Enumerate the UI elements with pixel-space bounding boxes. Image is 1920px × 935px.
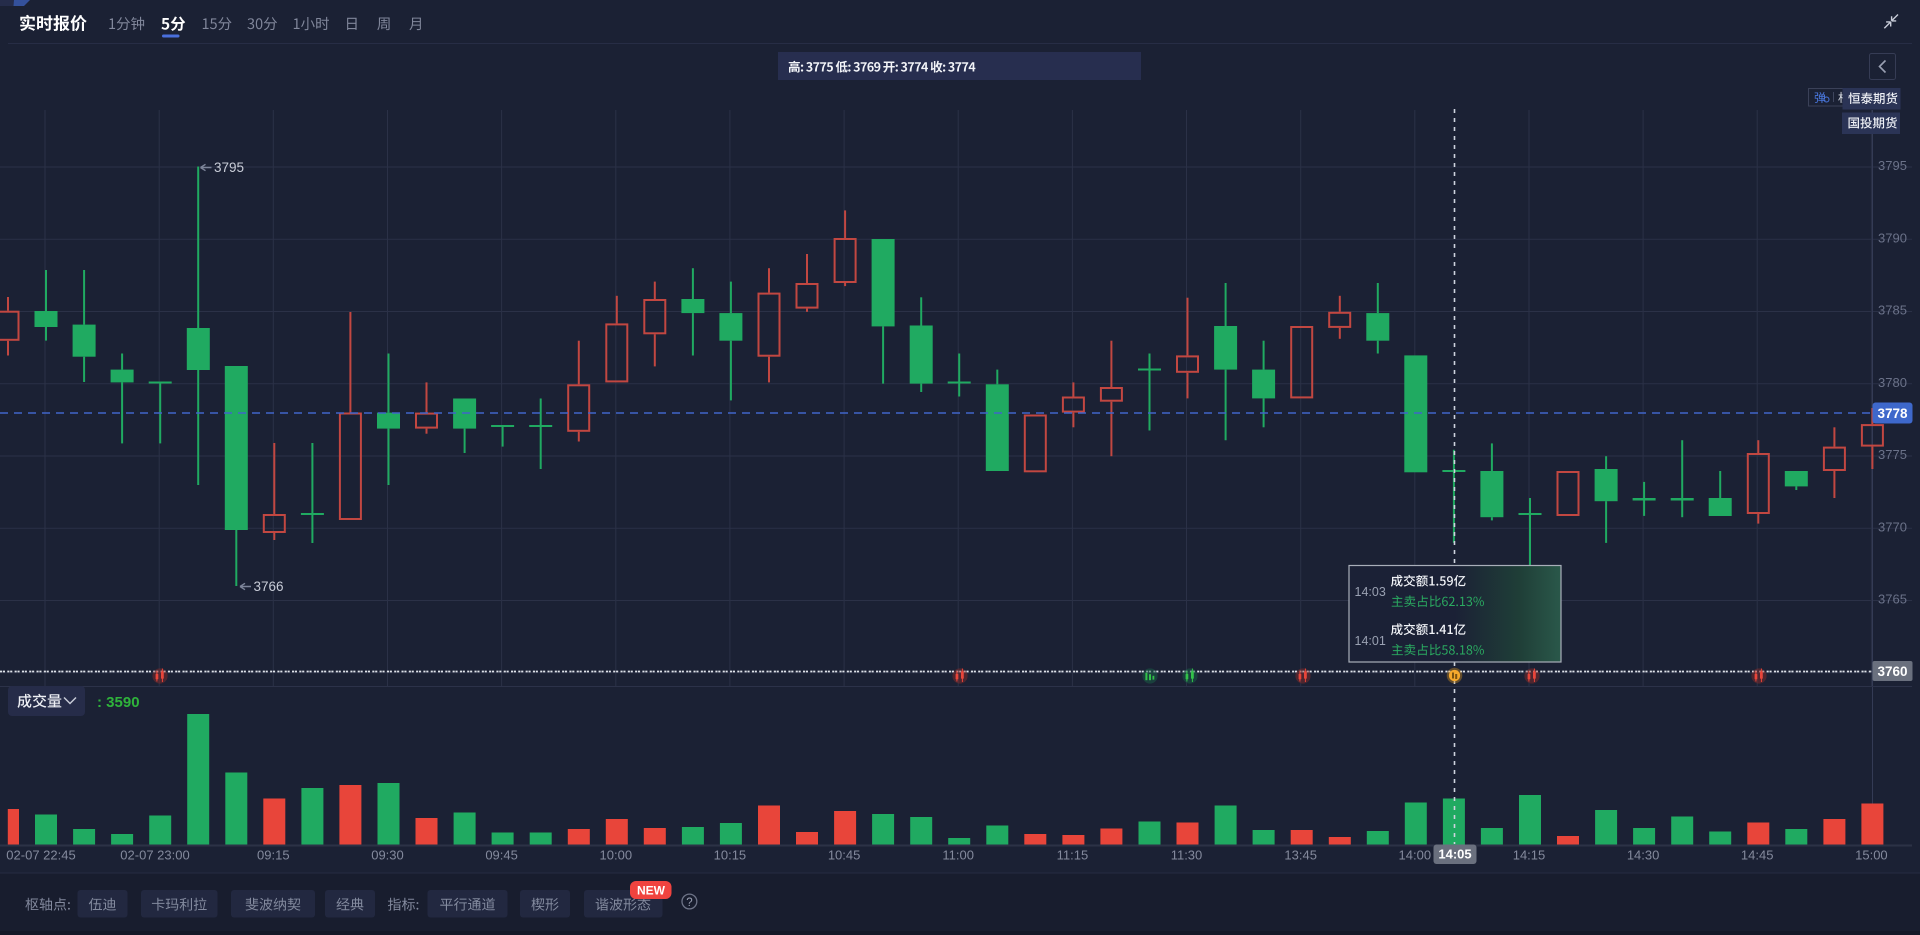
svg-text:11:15: 11:15 bbox=[1057, 848, 1089, 863]
svg-text:3780: 3780 bbox=[1878, 375, 1907, 390]
svg-text:3795: 3795 bbox=[214, 160, 244, 175]
svg-text:09:30: 09:30 bbox=[371, 848, 404, 863]
svg-text:14:45: 14:45 bbox=[1741, 848, 1774, 863]
svg-text:3765: 3765 bbox=[1878, 592, 1907, 607]
svg-text:: 3590: : 3590 bbox=[97, 694, 140, 711]
svg-text:10:15: 10:15 bbox=[714, 848, 747, 863]
svg-text:3775: 3775 bbox=[1878, 447, 1907, 462]
svg-text:3790: 3790 bbox=[1878, 230, 1907, 245]
svg-text:?: ? bbox=[686, 897, 692, 909]
svg-text:3766: 3766 bbox=[254, 579, 284, 594]
svg-text:3770: 3770 bbox=[1878, 520, 1907, 535]
svg-text:3760: 3760 bbox=[1877, 664, 1907, 679]
svg-text:NEW: NEW bbox=[637, 884, 666, 898]
svg-text:14:01: 14:01 bbox=[1355, 634, 1386, 648]
svg-text:11:30: 11:30 bbox=[1171, 848, 1203, 863]
svg-text:13:45: 13:45 bbox=[1284, 848, 1317, 863]
svg-text:15:00: 15:00 bbox=[1855, 848, 1888, 863]
svg-text:10:45: 10:45 bbox=[828, 848, 861, 863]
svg-text:14:00: 14:00 bbox=[1399, 848, 1432, 863]
svg-text:3778: 3778 bbox=[1877, 406, 1908, 421]
svg-text:11:00: 11:00 bbox=[942, 848, 974, 863]
svg-text:09:45: 09:45 bbox=[485, 848, 518, 863]
svg-text:3785: 3785 bbox=[1878, 303, 1907, 318]
svg-text:14:05: 14:05 bbox=[1438, 847, 1471, 862]
svg-text:10:00: 10:00 bbox=[600, 848, 633, 863]
svg-text:3795: 3795 bbox=[1878, 158, 1907, 173]
svg-text:14:03: 14:03 bbox=[1355, 585, 1386, 599]
svg-text:02-07 23:00: 02-07 23:00 bbox=[120, 848, 189, 863]
svg-text:09:15: 09:15 bbox=[257, 848, 290, 863]
svg-text:02-07 22:45: 02-07 22:45 bbox=[6, 848, 75, 863]
svg-text:14:15: 14:15 bbox=[1513, 848, 1546, 863]
svg-text:14:30: 14:30 bbox=[1627, 848, 1660, 863]
